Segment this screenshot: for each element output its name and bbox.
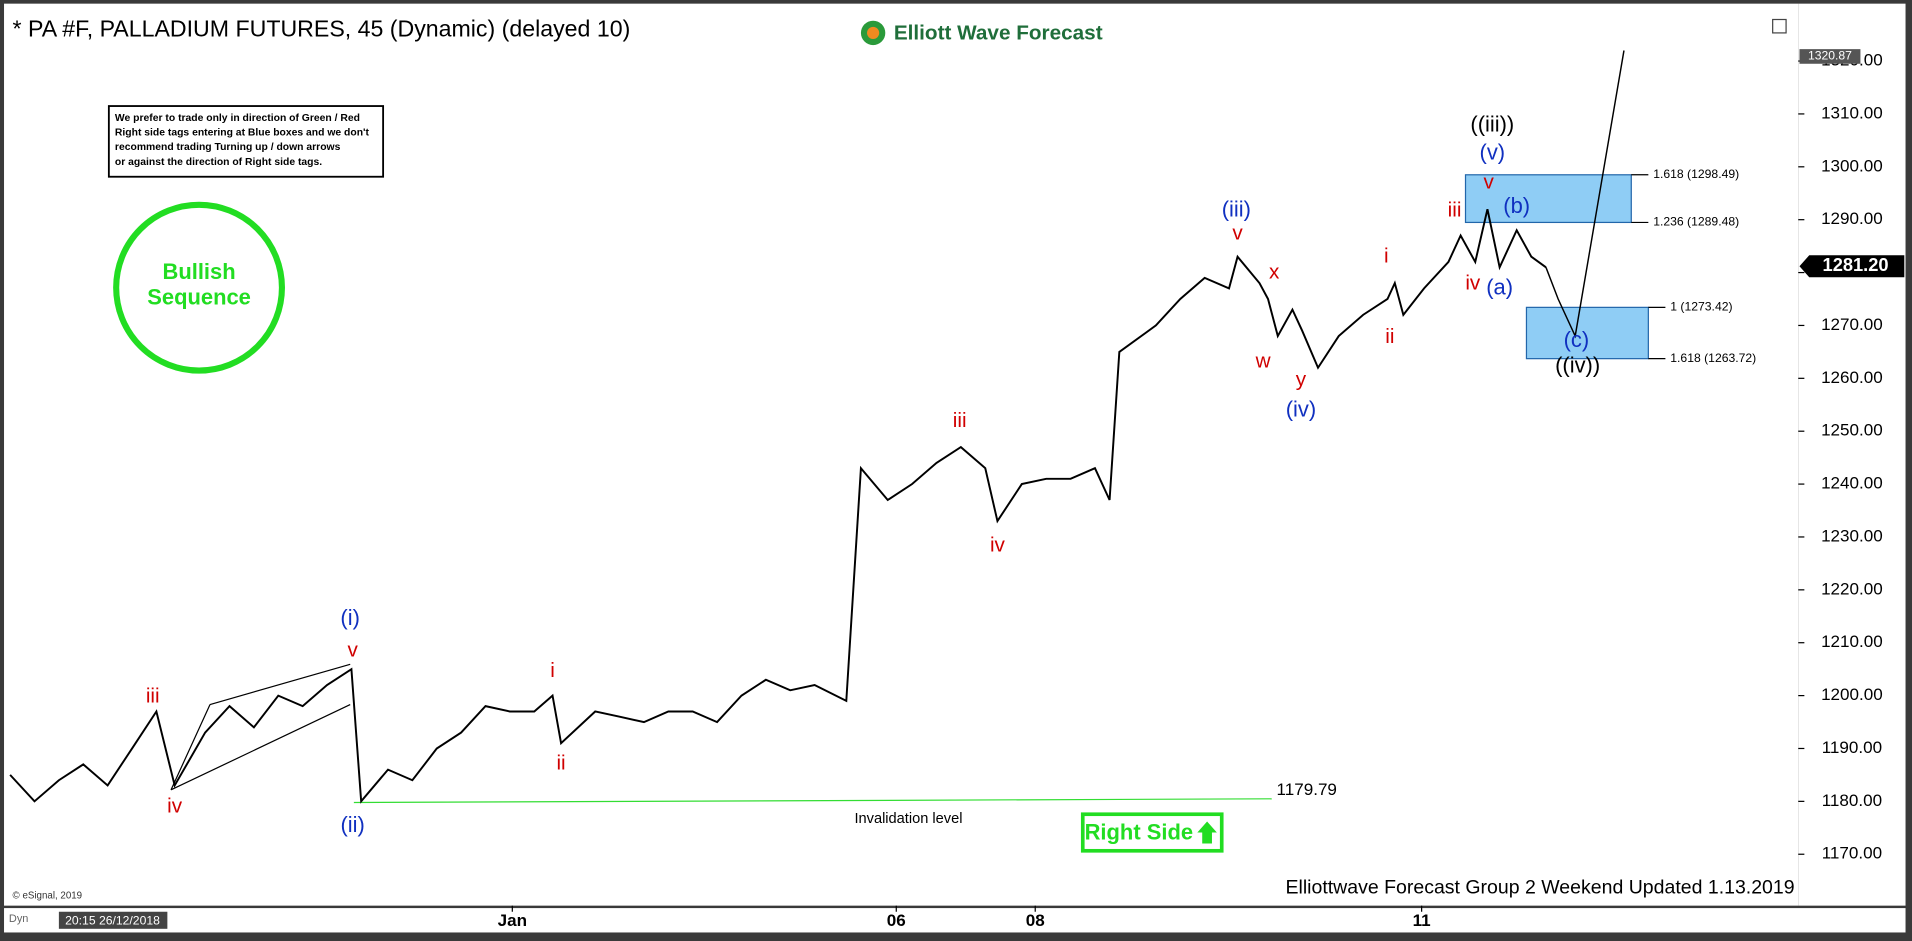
note-line: We prefer to trade only in direction of … xyxy=(115,113,360,124)
note-line: recommend trading Turning up / down arro… xyxy=(115,142,341,153)
logo-text: Elliott Wave Forecast xyxy=(894,22,1103,45)
timestamp-box xyxy=(58,911,168,929)
corner-label: Dyn xyxy=(9,913,29,925)
wave-label: w xyxy=(1255,349,1272,372)
wave-label: (b) xyxy=(1503,193,1530,218)
y-tick-label: 1310.00 xyxy=(1821,103,1883,122)
wedge-line xyxy=(170,704,211,791)
bullish-badge xyxy=(113,201,285,374)
copyright: © eSignal, 2019 xyxy=(13,890,83,901)
x-tick-label: 06 xyxy=(887,911,906,930)
wave-label: v xyxy=(1232,221,1243,244)
y-tick-label: 1210.00 xyxy=(1821,632,1883,651)
window-icon[interactable] xyxy=(1772,18,1787,34)
fib-label: 1.236 (1289.48) xyxy=(1653,215,1739,229)
logo-icon-inner xyxy=(867,26,880,40)
price-line xyxy=(9,208,1547,804)
wave-label: ((iii)) xyxy=(1470,111,1514,136)
x-axis-area xyxy=(4,908,1906,933)
note-line: Right side tags entering at Blue boxes a… xyxy=(115,128,370,139)
wave-label: ii xyxy=(1385,325,1394,348)
fib-label: 1 (1273.42) xyxy=(1670,300,1732,314)
wave-label: v xyxy=(1483,170,1494,193)
wedge-line xyxy=(170,703,351,791)
y-tick-label: 1270.00 xyxy=(1821,315,1883,334)
wave-label: (v) xyxy=(1480,139,1506,164)
wave-label: y xyxy=(1296,368,1307,391)
chart-title: * PA #F, PALLADIUM FUTURES, 45 (Dynamic)… xyxy=(13,16,631,42)
wave-label: iii xyxy=(146,685,160,708)
timestamp: 20:15 26/12/2018 xyxy=(65,914,160,928)
invalidation-line xyxy=(353,798,1272,804)
y-tick-label: 1240.00 xyxy=(1821,474,1883,493)
y-tick-label: 1200.00 xyxy=(1821,685,1883,704)
x-tick-label: 11 xyxy=(1413,911,1431,930)
wave-label: iii xyxy=(1448,198,1462,221)
note-line: or against the direction of Right side t… xyxy=(115,157,322,168)
wave-label: iv xyxy=(167,794,183,817)
y-tick-label: 1230.00 xyxy=(1821,526,1883,545)
x-tick-label: Jan xyxy=(498,911,527,930)
wedge-line xyxy=(209,663,351,706)
wave-label: (a) xyxy=(1486,275,1513,300)
y-tick-label: 1180.00 xyxy=(1822,791,1882,810)
invalidation-value: 1179.79 xyxy=(1277,780,1337,799)
wave-label: (c) xyxy=(1564,327,1590,352)
wave-label: ((iv)) xyxy=(1555,353,1600,378)
fib-label: 1.618 (1263.72) xyxy=(1670,351,1756,365)
wave-label: ii xyxy=(556,752,565,775)
top-price-tag xyxy=(1799,49,1861,64)
badge-text: Bullish xyxy=(162,259,235,284)
note-box xyxy=(107,105,385,178)
last-price-tag xyxy=(1799,255,1905,278)
wave-label: iv xyxy=(990,534,1006,557)
right-side-text: Right Side xyxy=(1085,820,1193,845)
last-price-label: 1281.20 xyxy=(1823,254,1889,275)
wave-label: (iv) xyxy=(1286,397,1316,422)
top-price-label: 1320.87 xyxy=(1808,49,1852,63)
y-tick-label: 1190.00 xyxy=(1822,738,1882,757)
fib-box xyxy=(1464,174,1632,224)
invalidation-label: Invalidation level xyxy=(854,811,962,827)
y-tick-label: 1300.00 xyxy=(1821,156,1883,175)
fib-box xyxy=(1525,306,1649,360)
y-axis-area xyxy=(1798,3,1906,906)
y-tick-label: 1170.00 xyxy=(1822,844,1882,863)
wave-label: (iii) xyxy=(1222,197,1251,222)
y-tick-label: 1260.00 xyxy=(1821,368,1883,387)
wave-label: (ii) xyxy=(340,812,364,837)
y-tick-label: 1250.00 xyxy=(1821,421,1883,440)
wave-label: x xyxy=(1269,261,1280,284)
x-tick-label: 08 xyxy=(1026,911,1045,930)
wave-label: (i) xyxy=(340,605,360,630)
footer: Elliottwave Forecast Group 2 Weekend Upd… xyxy=(1285,877,1794,899)
projection-line xyxy=(1545,50,1625,339)
wave-label: v xyxy=(347,638,358,661)
wave-label: iii xyxy=(953,409,967,432)
y-tick-label: 1220.00 xyxy=(1821,579,1883,598)
wave-label: i xyxy=(1384,245,1389,268)
wave-label: i xyxy=(550,659,555,682)
fib-label: 1.618 (1298.49) xyxy=(1653,167,1739,181)
y-tick-label: 1290.00 xyxy=(1821,209,1883,228)
badge-text: Sequence xyxy=(147,284,251,309)
wave-label: iv xyxy=(1465,271,1481,294)
